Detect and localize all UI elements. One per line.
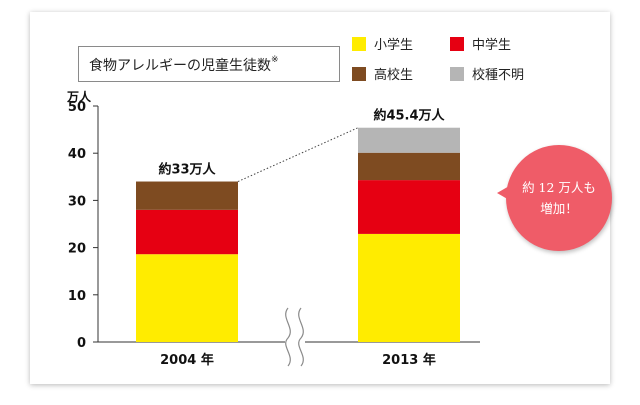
legend-label-unknown: 校種不明 <box>472 68 525 83</box>
callout-line-2: 増加！ <box>540 201 578 216</box>
y-tick-label: 50 <box>68 100 86 115</box>
bar-total-label: 約45.4万人 <box>373 108 445 124</box>
chart-title: 食物アレルギーの児童生徒数 <box>89 58 271 74</box>
bar-segment <box>136 209 238 255</box>
legend-item-high-school: 高校生 <box>352 64 414 83</box>
y-tick-label: 0 <box>77 336 86 351</box>
x-category-label: 2004 年 <box>160 352 214 368</box>
y-tick-label: 30 <box>68 194 86 209</box>
bar-segment <box>136 254 238 342</box>
axis-break-mark-right <box>298 307 304 367</box>
chart-card: 0 10 20 30 40 50 2004 年約33万人 2013 年約45.4万人 食物アレ… <box>30 12 612 384</box>
callout-line-1: 約 12 万人も <box>522 180 596 195</box>
legend-swatch-elementary <box>352 37 366 51</box>
legend-label-high-school: 高校生 <box>374 68 414 83</box>
bar-segment <box>358 233 460 342</box>
y-tick-label: 20 <box>68 242 86 257</box>
callout-tail <box>497 185 511 201</box>
growth-connector-line <box>237 127 359 182</box>
legend-label-elementary: 小学生 <box>374 38 414 53</box>
bar-segment <box>358 152 460 181</box>
legend-item-junior-high: 中学生 <box>450 34 512 53</box>
bar-segment <box>136 181 238 210</box>
x-category-label: 2013 年 <box>382 352 436 368</box>
title-note-mark: ※ <box>271 55 279 65</box>
y-axis-unit-label: 万人 <box>67 90 92 104</box>
legend-item-unknown: 校種不明 <box>450 64 525 83</box>
axis-break-mark-left <box>285 307 291 367</box>
bar-segment <box>358 127 460 153</box>
legend-swatch-junior-high <box>450 37 464 51</box>
bar-total-label: 約33万人 <box>158 162 216 178</box>
chart-title-box: 食物アレルギーの児童生徒数※ <box>78 46 340 82</box>
y-tick-label: 40 <box>68 147 86 162</box>
y-tick-label: 10 <box>68 289 86 304</box>
increase-callout-bubble: 約 12 万人も 増加！ <box>497 145 612 251</box>
legend-label-junior-high: 中学生 <box>472 38 512 53</box>
legend-swatch-high-school <box>352 67 366 81</box>
legend-swatch-unknown <box>450 67 464 81</box>
legend-item-elementary: 小学生 <box>352 34 414 53</box>
bar-segment <box>358 180 460 234</box>
